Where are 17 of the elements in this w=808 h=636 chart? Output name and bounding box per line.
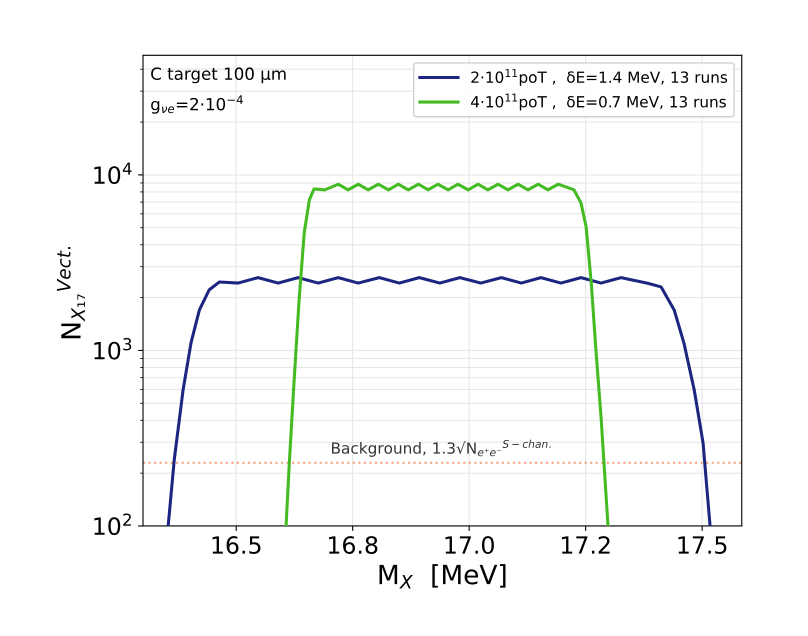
x-tick-label: 17.0 (445, 536, 494, 554)
ref-line-label: Background, 1.3√N$_{e⁺e⁻}$$^{S−chan.}$ (332, 440, 551, 457)
x-tick-label: 16.5 (212, 536, 260, 554)
y-tick-label: 10$^{4}$ (94, 162, 132, 184)
y-tick-label: 10$^{3}$ (94, 338, 132, 360)
x-tick-label: 17.5 (678, 536, 726, 554)
x-axis-title: M$_{X}$ [MeV] (380, 564, 506, 588)
annotation: g$_{νe}$=2·10$^{−4}$ (151, 95, 243, 114)
x-tick-label: 16.8 (328, 536, 378, 554)
x-tick-label: 17.2 (562, 536, 610, 554)
line-series (166, 276, 712, 526)
line-series (284, 182, 610, 526)
legend-label: 2·10$^{11}$poT , δE=1.4 MeV, 13 runs (471, 69, 728, 86)
legend-label: 4·10$^{11}$poT , δE=0.7 MeV, 13 runs (471, 94, 726, 110)
y-axis-title: N$_{X₁₇}$$^{Vect.}$ (56, 247, 85, 338)
y-tick-label: 10$^{2}$ (94, 513, 131, 536)
annotation: C target 100 μm (151, 67, 286, 84)
